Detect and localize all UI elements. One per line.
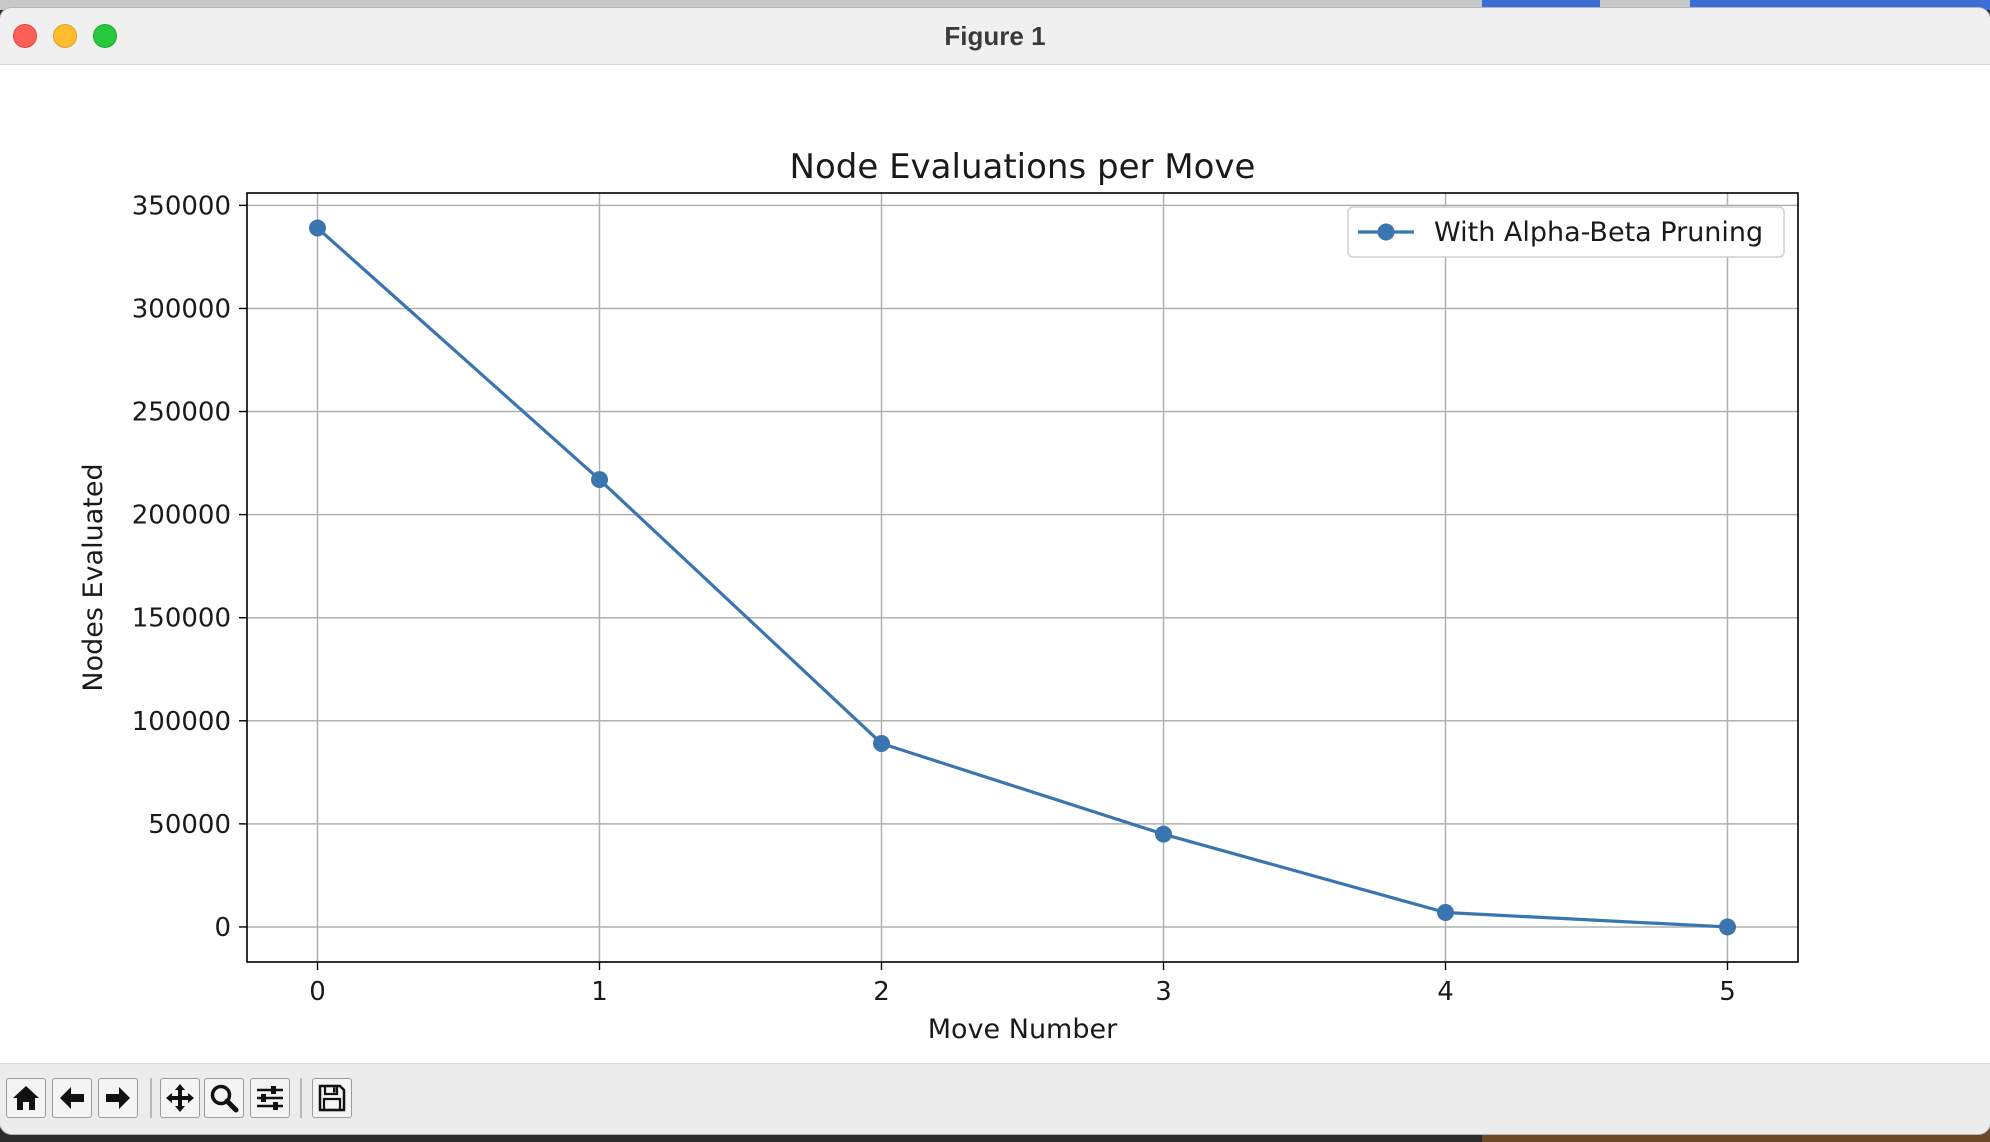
legend: With Alpha-Beta Pruning <box>1347 206 1785 258</box>
data-point <box>591 471 608 489</box>
data-point <box>873 734 890 752</box>
back-arrow-icon <box>60 1087 84 1109</box>
data-point <box>1719 918 1736 936</box>
title-bar[interactable]: Figure 1 <box>0 8 1990 65</box>
back-button[interactable] <box>52 1078 92 1118</box>
pan-button[interactable] <box>160 1078 200 1118</box>
save-icon <box>318 1084 346 1112</box>
pan-icon <box>166 1084 194 1112</box>
x-tick-label: 1 <box>591 977 608 1007</box>
zoom-icon <box>210 1084 239 1113</box>
legend-label: With Alpha-Beta Pruning <box>1434 217 1763 248</box>
navigation-toolbar <box>0 1063 1990 1134</box>
x-axis-label: Move Number <box>928 1014 1118 1045</box>
y-tick-label: 0 <box>214 913 231 943</box>
y-tick-label: 300000 <box>132 294 231 324</box>
data-point <box>309 219 326 237</box>
zoom-button[interactable] <box>204 1078 244 1118</box>
y-tick-label: 250000 <box>132 398 231 428</box>
y-axis-label: Nodes Evaluated <box>78 463 109 691</box>
maximize-window-button[interactable] <box>93 24 117 48</box>
figure-canvas[interactable]: 0 1 2 3 4 5 0 50000 100000 150000 200000 250000 3000… <box>0 65 1990 1063</box>
x-tick-label: 0 <box>309 977 326 1007</box>
configure-subplots-icon <box>257 1086 283 1110</box>
series-line <box>316 226 1728 929</box>
minimize-window-button[interactable] <box>53 24 77 48</box>
x-tick-label: 3 <box>1155 977 1172 1007</box>
close-window-button[interactable] <box>13 24 37 48</box>
window-title: Figure 1 <box>944 21 1046 51</box>
home-button[interactable] <box>6 1078 46 1118</box>
y-tick-label: 200000 <box>132 501 231 531</box>
x-tick-label: 5 <box>1719 977 1736 1007</box>
save-button[interactable] <box>312 1078 352 1118</box>
plot-area <box>246 192 1799 963</box>
forward-arrow-icon <box>106 1087 130 1109</box>
y-tick-label: 100000 <box>132 707 231 737</box>
desktop-window-behind <box>1482 0 1600 10</box>
chart-title: Node Evaluations per Move <box>790 147 1256 187</box>
line-chart: 0 1 2 3 4 5 0 50000 100000 150000 200000 250000 3000… <box>78 147 1799 1045</box>
toolbar-separator <box>300 1078 302 1118</box>
figure-window: Figure 1 0 1 2 3 4 5 0 50000 100000 150000 200000 2… <box>0 8 1990 1134</box>
data-point <box>1437 904 1454 922</box>
configure-subplots-button[interactable] <box>250 1078 290 1118</box>
x-tick-label: 2 <box>873 977 890 1007</box>
desktop-window-behind <box>1690 0 1990 10</box>
forward-button[interactable] <box>98 1078 138 1118</box>
y-tick-label: 350000 <box>132 191 231 221</box>
toolbar-separator <box>150 1078 152 1118</box>
data-point <box>1155 825 1172 843</box>
legend-marker-swatch <box>1377 223 1395 241</box>
desktop-background <box>0 0 1990 10</box>
y-tick-label: 150000 <box>132 604 231 634</box>
x-tick-label: 4 <box>1437 977 1454 1007</box>
legend-box <box>1347 206 1785 258</box>
y-tick-label: 50000 <box>148 810 231 840</box>
home-icon <box>13 1086 39 1110</box>
